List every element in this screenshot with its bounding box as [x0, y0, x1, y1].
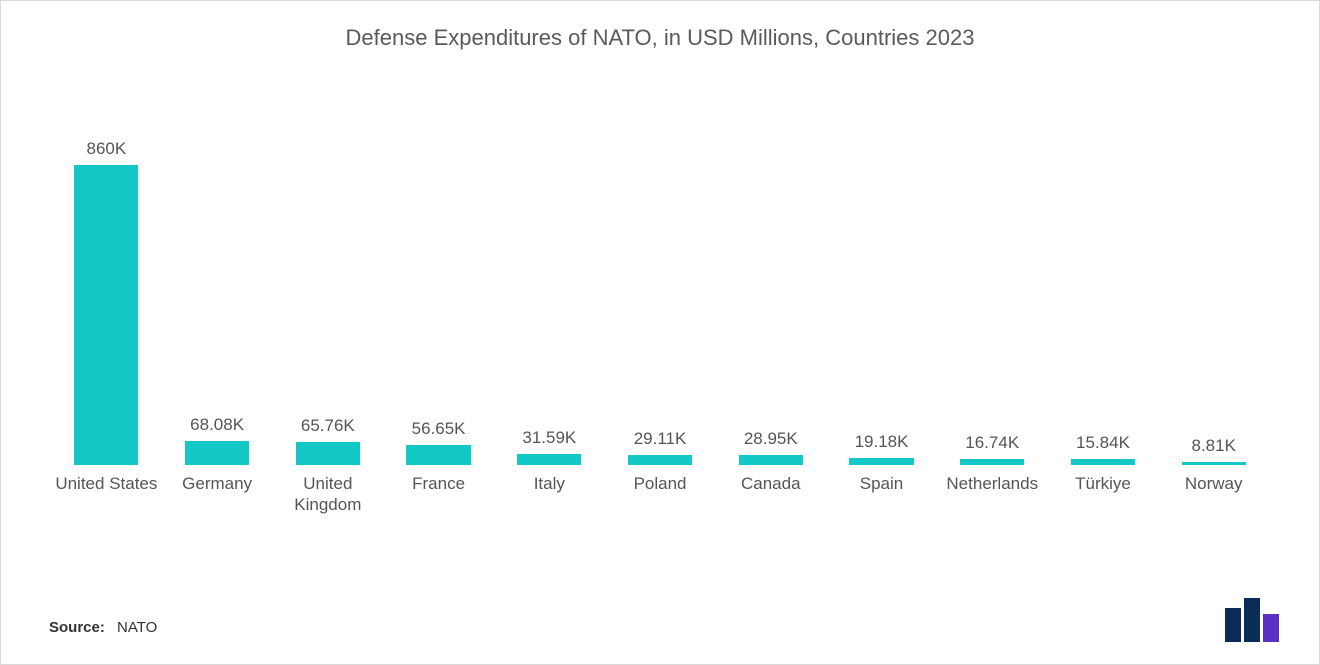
bar-value-label: 29.11K — [634, 429, 687, 449]
bar-value-label: 31.59K — [522, 428, 576, 448]
bar-column: 19.18K Spain — [826, 432, 937, 521]
bar — [296, 442, 360, 465]
bar-category-label: United States — [55, 473, 157, 521]
bar-column: 28.95K Canada — [715, 429, 826, 521]
bar — [628, 455, 692, 465]
brand-logo — [1225, 596, 1285, 642]
bar — [960, 459, 1024, 465]
bar-category-label: France — [412, 473, 465, 521]
bar-column: 15.84K Türkiye — [1048, 433, 1159, 521]
bar-category-label: Netherlands — [946, 473, 1038, 521]
bar-column: 16.74K Netherlands — [937, 433, 1048, 521]
bar-category-label: Poland — [634, 473, 687, 521]
bar-category-label: Spain — [860, 473, 903, 521]
source-footer: Source: NATO — [49, 619, 157, 636]
bar-category-label: United Kingdom — [272, 473, 383, 521]
bar-value-label: 19.18K — [855, 432, 909, 452]
bar-column: 8.81K Norway — [1158, 436, 1269, 521]
bar-value-label: 65.76K — [301, 416, 355, 436]
bar-value-label: 56.65K — [412, 419, 466, 439]
chart-plot-area: 860K United States 68.08K Germany 65.76K Unit… — [41, 61, 1279, 521]
source-value: NATO — [117, 619, 157, 636]
bar-value-label: 68.08K — [190, 415, 244, 435]
bar-value-label: 28.95K — [744, 429, 798, 449]
source-label: Source: — [49, 619, 105, 636]
bar — [517, 454, 581, 465]
logo-bar — [1225, 608, 1241, 642]
bar-column: 860K United States — [51, 139, 162, 521]
bar — [406, 445, 470, 465]
bar — [1182, 462, 1246, 465]
chart-frame: Defense Expenditures of NATO, in USD Mil… — [0, 0, 1320, 665]
bar-value-label: 15.84K — [1076, 433, 1130, 453]
bar-column: 29.11K Poland — [605, 429, 716, 521]
bar-column: 68.08K Germany — [162, 415, 273, 521]
bar-value-label: 860K — [87, 139, 127, 159]
bar-column: 31.59K Italy — [494, 428, 605, 521]
bar-category-label: Türkiye — [1075, 473, 1131, 521]
bar-value-label: 8.81K — [1191, 436, 1235, 456]
bar-category-label: Italy — [534, 473, 565, 521]
bar-column: 56.65K France — [383, 419, 494, 521]
chart-title: Defense Expenditures of NATO, in USD Mil… — [41, 25, 1279, 51]
bar-value-label: 16.74K — [965, 433, 1019, 453]
bar-category-label: Norway — [1185, 473, 1243, 521]
bar — [849, 458, 913, 465]
bar — [1071, 459, 1135, 465]
bar — [739, 455, 803, 465]
bar-column: 65.76K United Kingdom — [272, 416, 383, 521]
bar-category-label: Germany — [182, 473, 252, 521]
logo-bar — [1244, 598, 1260, 642]
logo-bar — [1263, 614, 1279, 642]
bar — [74, 165, 138, 465]
bar — [185, 441, 249, 465]
bar-category-label: Canada — [741, 473, 801, 521]
